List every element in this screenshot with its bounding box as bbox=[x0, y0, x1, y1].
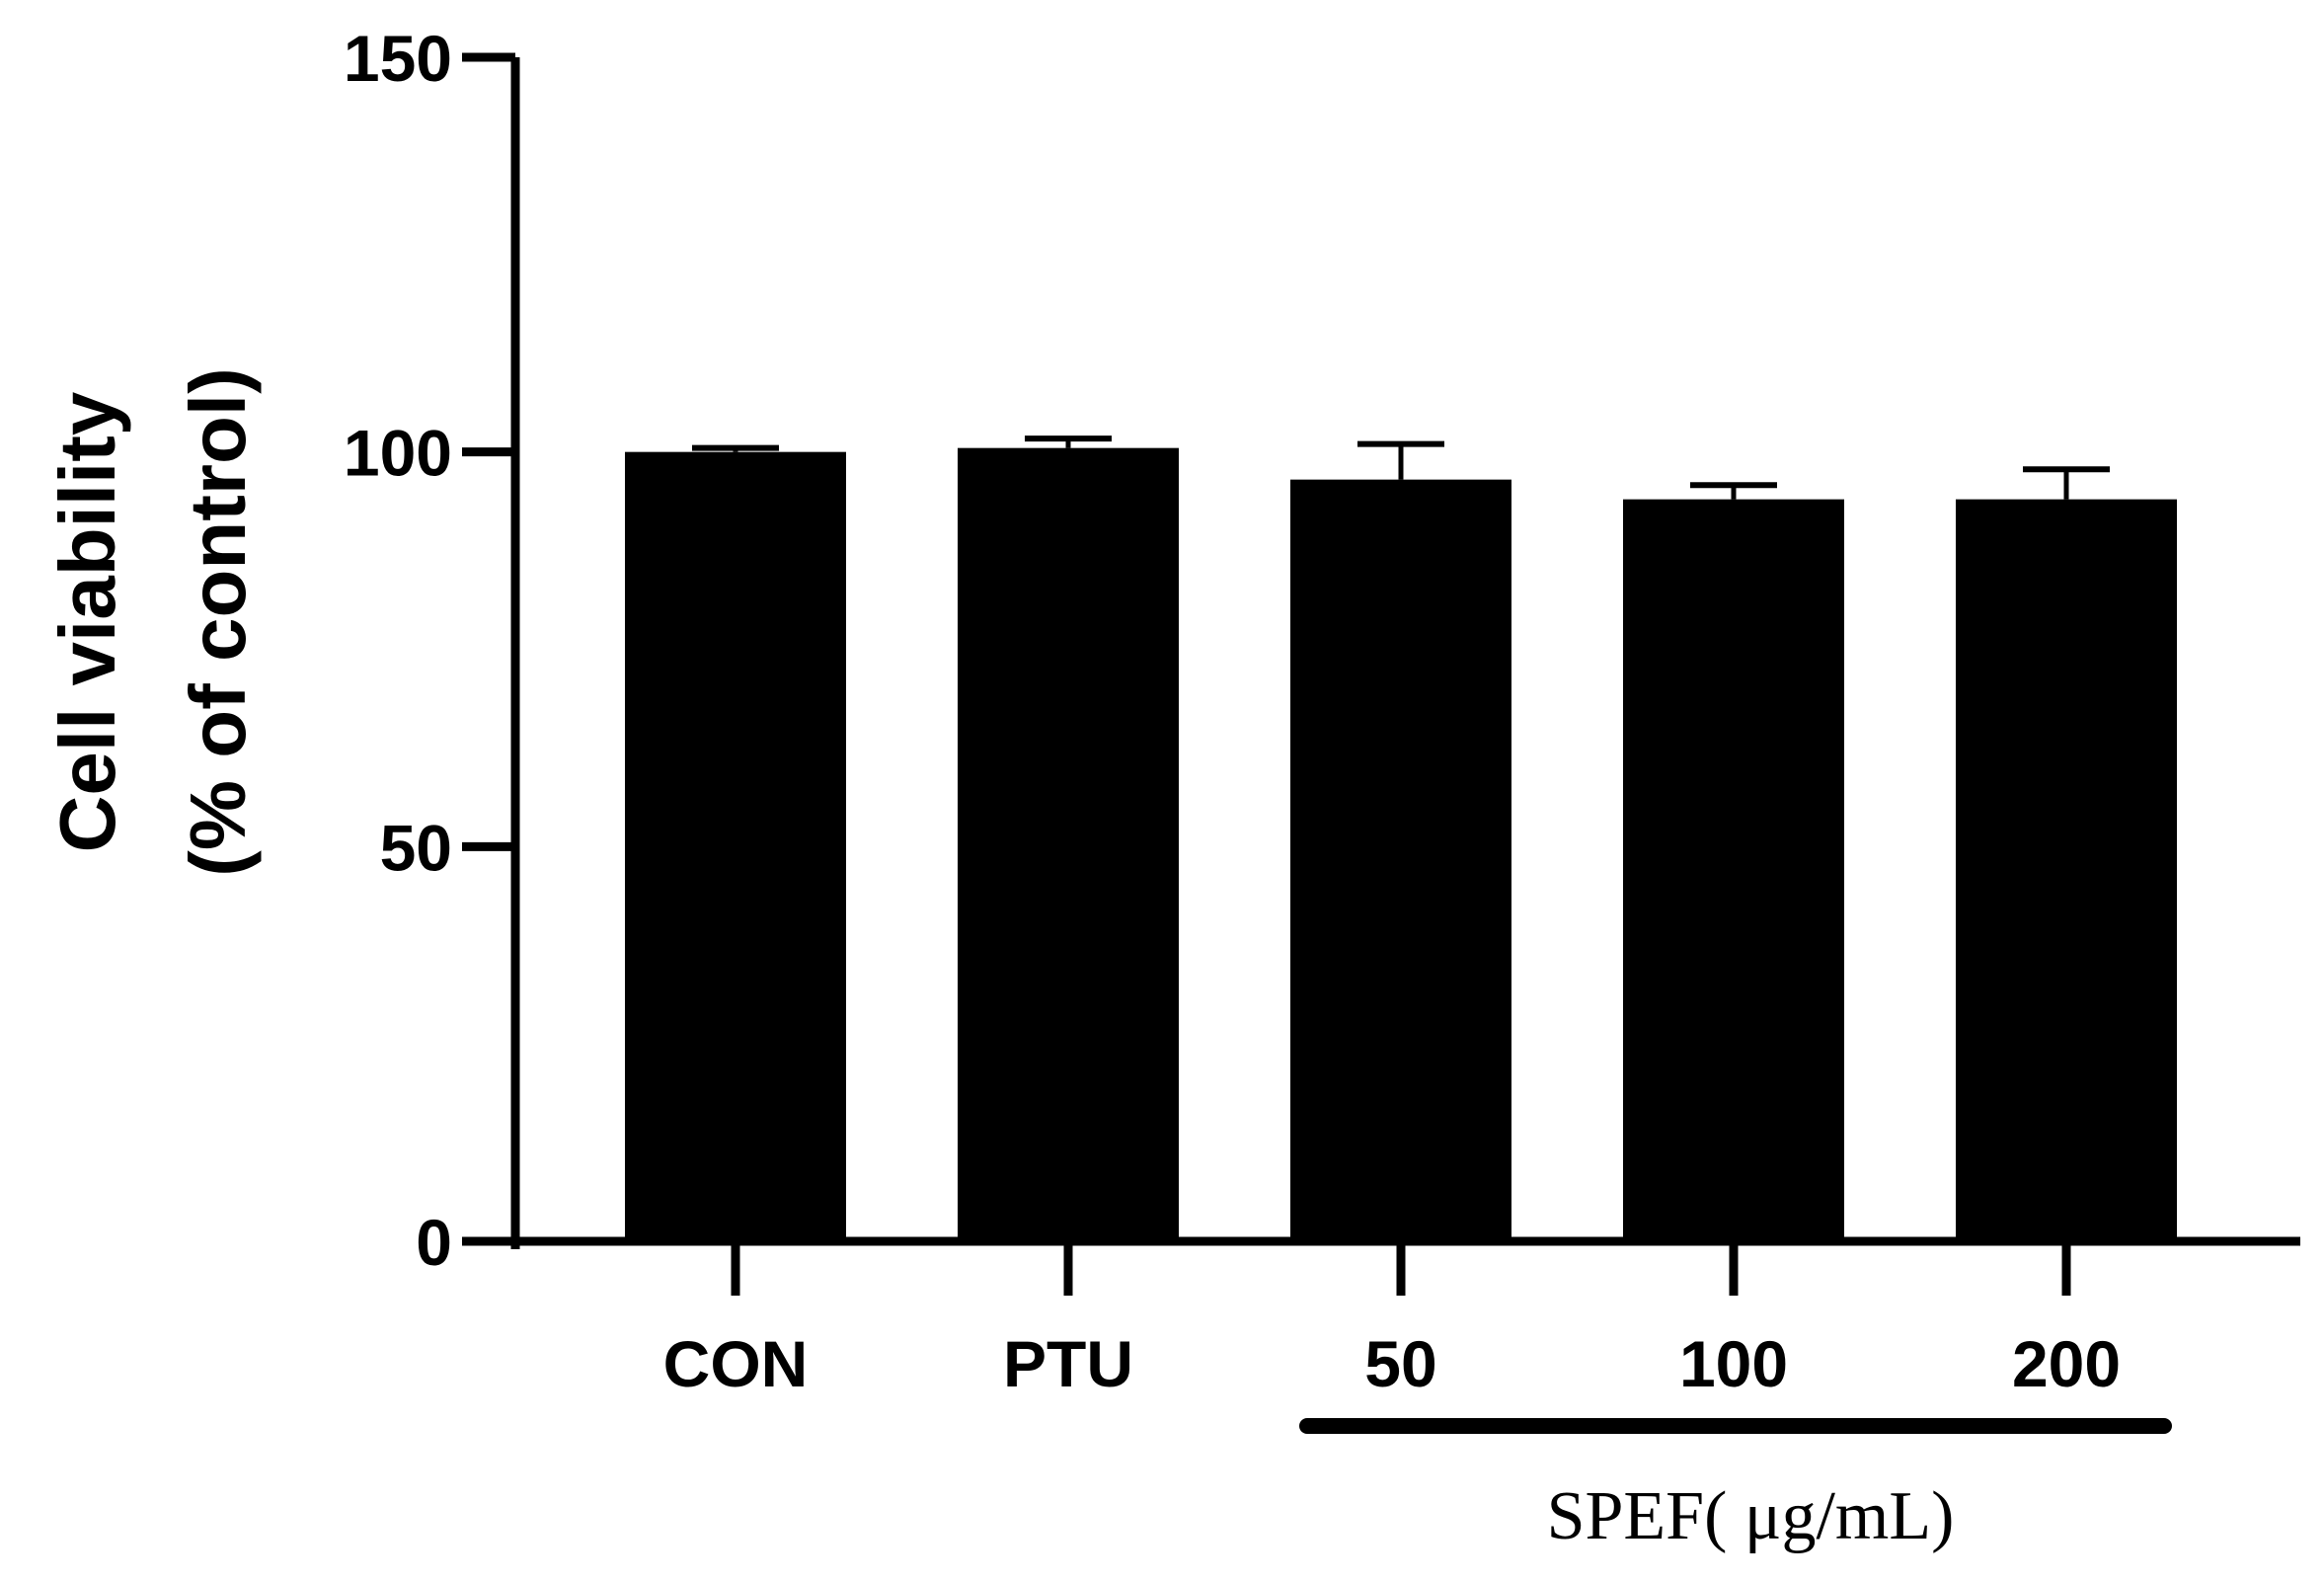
y-tick-label: 150 bbox=[344, 22, 452, 95]
x-axis: CON PTU 50 100 200 bbox=[462, 1236, 2300, 1400]
y-axis-label-line2: (% of control) bbox=[174, 367, 262, 876]
group-label: SPEF( μg/mL) bbox=[1547, 1478, 1955, 1554]
x-tick-label: PTU bbox=[1003, 1327, 1133, 1400]
bar bbox=[958, 447, 1179, 1241]
y-tick-label: 0 bbox=[416, 1206, 452, 1279]
group-annotation: SPEF( μg/mL) bbox=[1299, 1418, 2172, 1554]
bar bbox=[625, 451, 846, 1242]
bar bbox=[1623, 499, 1844, 1241]
bar bbox=[1290, 479, 1511, 1242]
x-tick-label: CON bbox=[663, 1327, 809, 1400]
x-tick-label: 100 bbox=[1679, 1327, 1788, 1400]
x-tick-label: 200 bbox=[2012, 1327, 2121, 1400]
bars bbox=[625, 435, 2177, 1242]
y-tick-label: 100 bbox=[344, 417, 452, 490]
y-axis: 0 50 100 150 bbox=[344, 22, 520, 1279]
y-axis-label-line1: Cell viability bbox=[43, 391, 131, 852]
x-tick-label: 50 bbox=[1364, 1327, 1436, 1400]
y-tick-label: 50 bbox=[380, 811, 452, 884]
bar bbox=[1956, 499, 2177, 1241]
y-axis-label: Cell viability (% of control) bbox=[43, 367, 262, 876]
